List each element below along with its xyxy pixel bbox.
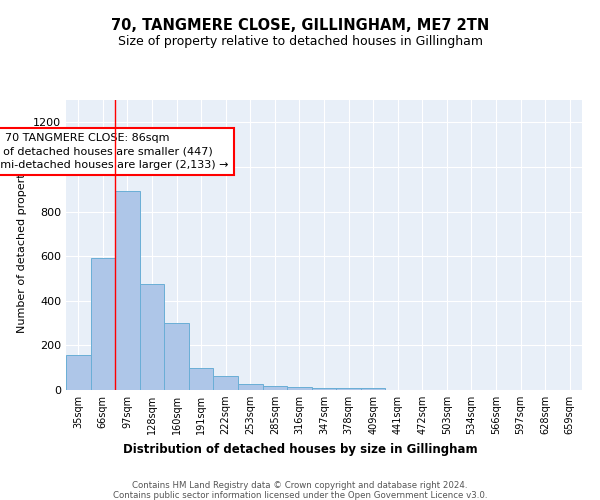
Bar bbox=[140, 284, 164, 390]
Bar bbox=[312, 388, 336, 390]
Text: 70, TANGMERE CLOSE, GILLINGHAM, ME7 2TN: 70, TANGMERE CLOSE, GILLINGHAM, ME7 2TN bbox=[111, 18, 489, 32]
Bar bbox=[361, 388, 385, 390]
Y-axis label: Number of detached properties: Number of detached properties bbox=[17, 158, 28, 332]
Bar bbox=[238, 384, 263, 390]
Bar bbox=[115, 192, 140, 390]
Text: Distribution of detached houses by size in Gillingham: Distribution of detached houses by size … bbox=[122, 442, 478, 456]
Text: Contains public sector information licensed under the Open Government Licence v3: Contains public sector information licen… bbox=[113, 491, 487, 500]
Bar bbox=[91, 258, 115, 390]
Bar bbox=[263, 386, 287, 390]
Bar bbox=[66, 356, 91, 390]
Bar bbox=[214, 376, 238, 390]
Text: Contains HM Land Registry data © Crown copyright and database right 2024.: Contains HM Land Registry data © Crown c… bbox=[132, 481, 468, 490]
Bar bbox=[287, 388, 312, 390]
Bar bbox=[164, 323, 189, 390]
Bar bbox=[189, 368, 214, 390]
Text: 70 TANGMERE CLOSE: 86sqm
← 17% of detached houses are smaller (447)
82% of semi-: 70 TANGMERE CLOSE: 86sqm ← 17% of detach… bbox=[0, 134, 229, 170]
Bar bbox=[336, 388, 361, 390]
Text: Size of property relative to detached houses in Gillingham: Size of property relative to detached ho… bbox=[118, 35, 482, 48]
